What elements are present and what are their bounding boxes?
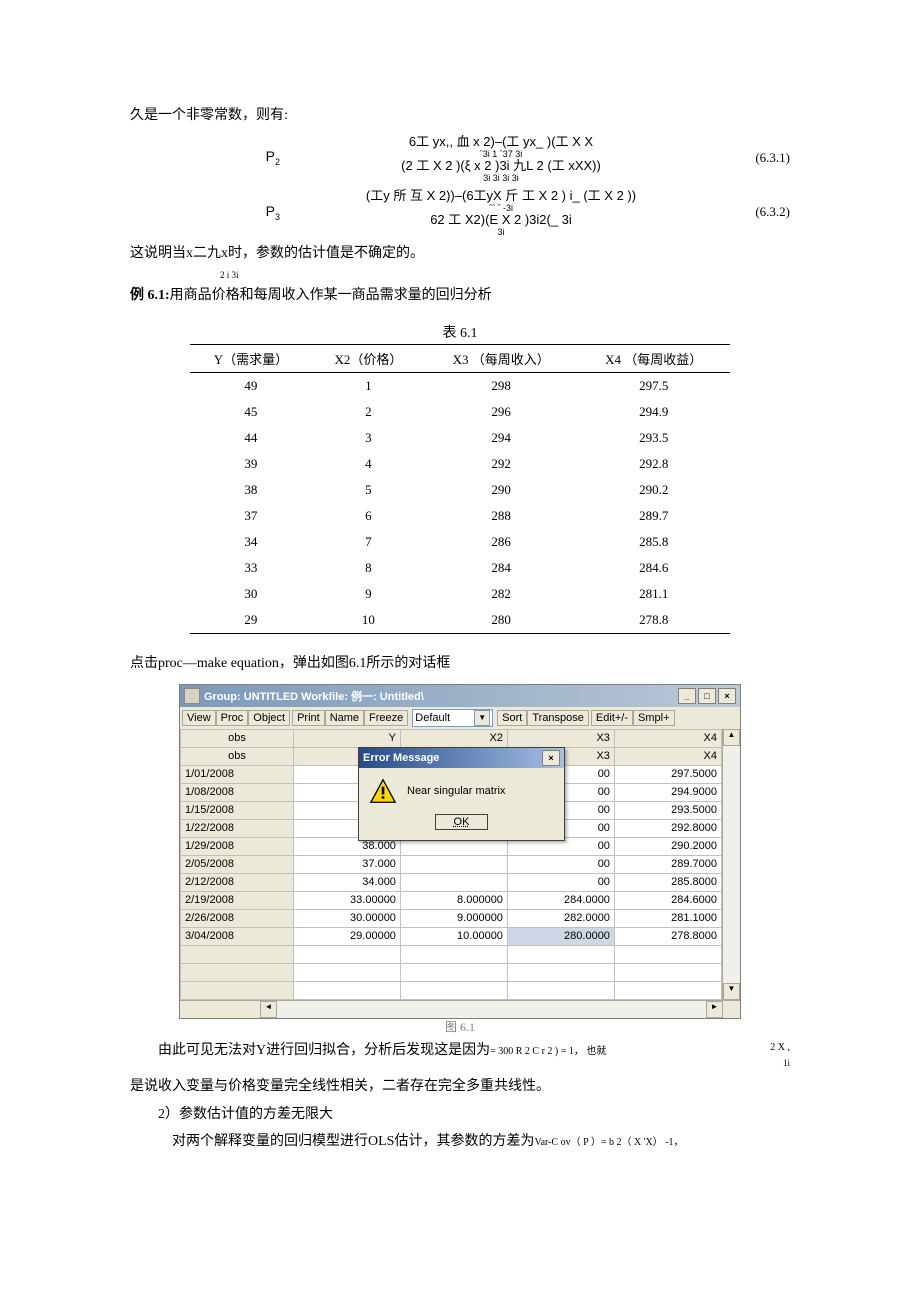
subscript-line: 2 i 3i — [130, 270, 790, 280]
explain-text: 这说明当x二九x时，参数的估计值是不确定的。 — [130, 242, 790, 266]
conclusion-1b: = 300 R 2 C r 2 ) = 1， 也就 — [490, 1046, 606, 1057]
margin-note-sub: 1i — [740, 1056, 790, 1071]
formula-6-3-2: P3 (工y 所 互 X 2))–(6工yX 斤 工 X 2 ) i_ (工 X… — [130, 188, 790, 236]
table-row: 338284284.6 — [190, 555, 730, 581]
tb-smpl[interactable]: Smpl+ — [633, 710, 675, 726]
conclusion-1a: 由此可见无法对Y进行回归拟合，分析后发现这是因为 — [158, 1043, 490, 1058]
conclusion-3a: 对两个解释变量的回归模型进行OLS估计，其参数的方差为 — [172, 1134, 534, 1149]
eviews-window: Group: UNTITLED Workfile: 例一: Untitled\ … — [179, 684, 741, 1019]
grid-header[interactable]: X4 — [614, 729, 721, 747]
grid-row[interactable]: 2/19/200833.000008.000000284.0000284.600… — [181, 891, 722, 909]
figure-caption: 图 6.1 — [130, 1018, 790, 1035]
grid-header[interactable]: X3 — [507, 729, 614, 747]
grid-header[interactable]: Y — [293, 729, 400, 747]
table-header: X3 （每周收入） — [425, 344, 578, 372]
view-select[interactable]: Default ▼ — [412, 709, 493, 727]
table-row: 347286285.8 — [190, 529, 730, 555]
empty-row — [181, 981, 722, 999]
tb-view[interactable]: View — [182, 710, 216, 726]
tb-freeze[interactable]: Freeze — [364, 710, 408, 726]
table-row: 443294293.5 — [190, 425, 730, 451]
eq-number-2: (6.3.2) — [710, 204, 790, 220]
scroll-down-icon[interactable]: ▼ — [723, 983, 740, 1000]
error-dialog: Error Message × Near singular matrix OK — [358, 747, 565, 841]
conclusion-2: 是说收入变量与价格变量完全线性相关，二者存在完全多重共线性。 — [130, 1075, 790, 1099]
error-message-text: Near singular matrix — [407, 785, 505, 797]
vertical-scrollbar[interactable]: ▲ ▼ — [722, 729, 740, 1000]
table-6-1: Y（需求量）X2（价格）X3 （每周收入）X4 （每周收益） 491298297… — [190, 344, 730, 634]
example-6-1: 例 6.1:用商品价格和每周收入作某一商品需求量的回归分析 — [130, 284, 790, 308]
window-title: Group: UNTITLED Workfile: 例一: Untitled\ — [204, 688, 676, 704]
instruction-text: 点击proc—make equation，弹出如图6.1所示的对话框 — [130, 652, 790, 676]
table-header: Y（需求量） — [190, 344, 312, 372]
tb-proc[interactable]: Proc — [216, 710, 249, 726]
tb-print[interactable]: Print — [292, 710, 325, 726]
table-row: 452296294.9 — [190, 399, 730, 425]
intro-text: 久是一个非零常数，则有: — [130, 104, 790, 128]
table-header: X2（价格） — [312, 344, 425, 372]
tb-transpose[interactable]: Transpose — [527, 710, 589, 726]
maximize-button[interactable]: □ — [698, 688, 716, 704]
error-close-button[interactable]: × — [542, 750, 560, 766]
tb-edit[interactable]: Edit+/- — [591, 710, 633, 726]
grid-row[interactable]: 2/26/200830.000009.000000282.0000281.100… — [181, 909, 722, 927]
formula-6-3-1: P2 6工 yx,, 血 x 2)–(工 yx_ )(工 X X ˆ3i 1 ˆ… — [130, 134, 790, 182]
warning-icon — [369, 778, 397, 804]
section-2-heading: 2）参数估计值的方差无限大 — [130, 1103, 790, 1127]
eq-number-1: (6.3.1) — [710, 150, 790, 166]
toolbar: View Proc Object Print Name Freeze Defau… — [180, 707, 740, 729]
grid-row[interactable]: 3/04/200829.0000010.00000280.0000278.800… — [181, 927, 722, 945]
example-label: 例 6.1: — [130, 288, 170, 303]
margin-note: 2 X , — [740, 1039, 790, 1056]
grid-row[interactable]: 2/12/200834.00000285.8000 — [181, 873, 722, 891]
table-row: 394292292.8 — [190, 451, 730, 477]
grid-header[interactable]: X2 — [400, 729, 507, 747]
chevron-down-icon: ▼ — [474, 710, 490, 726]
scroll-right-icon[interactable]: ► — [706, 1001, 723, 1018]
error-titlebar[interactable]: Error Message × — [359, 748, 564, 768]
window-titlebar[interactable]: Group: UNTITLED Workfile: 例一: Untitled\ … — [180, 685, 740, 707]
horizontal-scrollbar[interactable]: ◄ ► — [180, 1000, 740, 1018]
grid-header[interactable]: obs — [181, 729, 294, 747]
table-row: 385290290.2 — [190, 477, 730, 503]
scroll-left-icon[interactable]: ◄ — [260, 1001, 277, 1018]
table-caption: 表 6.1 — [130, 322, 790, 342]
tb-name[interactable]: Name — [325, 710, 364, 726]
scroll-up-icon[interactable]: ▲ — [723, 729, 740, 746]
grid-row[interactable]: 2/05/200837.00000289.7000 — [181, 855, 722, 873]
table-row: 309282281.1 — [190, 581, 730, 607]
table-header: X4 （每周收益） — [577, 344, 730, 372]
conclusion-3b: Var-C ov（ P ）= b 2（ X 'X） -1， — [534, 1137, 683, 1148]
grid-header[interactable]: X4 — [614, 747, 721, 765]
ok-button[interactable]: OK — [435, 814, 489, 830]
close-button[interactable]: × — [718, 688, 736, 704]
grid-header[interactable]: obs — [181, 747, 294, 765]
tb-object[interactable]: Object — [248, 710, 290, 726]
table-row: 376288289.7 — [190, 503, 730, 529]
tb-sort[interactable]: Sort — [497, 710, 527, 726]
table-row: 2910280278.8 — [190, 607, 730, 634]
table-row: 491298297.5 — [190, 372, 730, 399]
empty-row — [181, 945, 722, 963]
minimize-button[interactable]: _ — [678, 688, 696, 704]
window-icon — [184, 688, 200, 704]
empty-row — [181, 963, 722, 981]
